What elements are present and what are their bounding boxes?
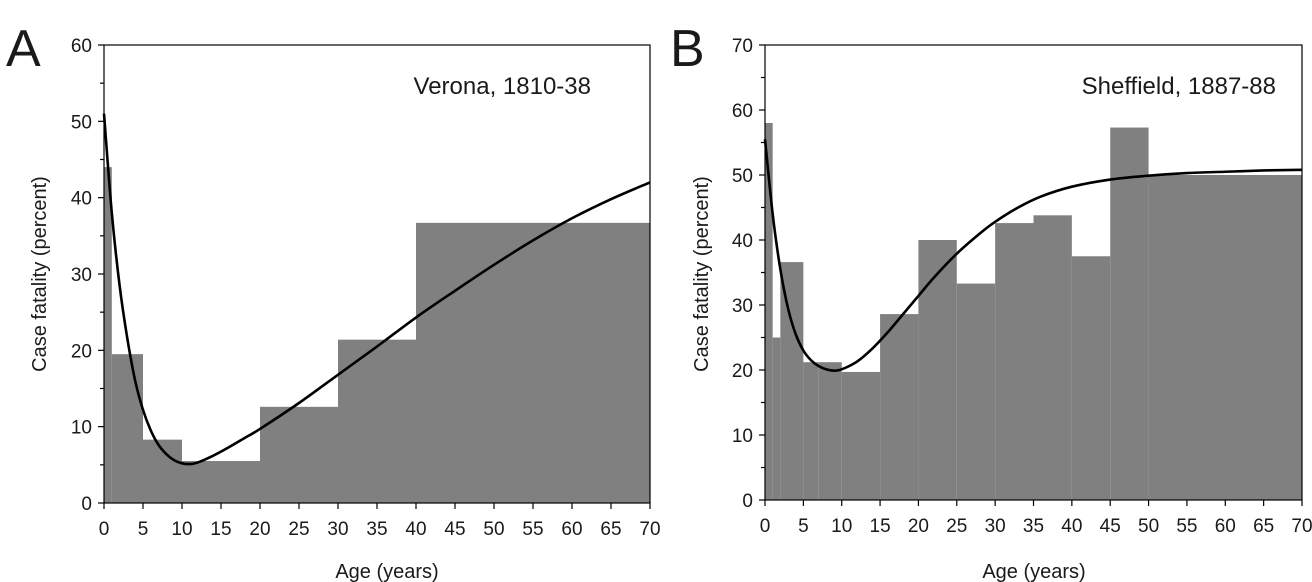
bar <box>780 262 804 500</box>
bar <box>104 167 112 503</box>
x-axis-title: Age (years) <box>982 561 1085 582</box>
y-tick-label: 20 <box>71 341 92 362</box>
bar <box>1071 256 1111 500</box>
bar <box>995 223 1034 500</box>
x-tick-label: 5 <box>138 519 149 540</box>
annotation: Verona, 1810-38 <box>414 73 591 100</box>
bars <box>765 123 1302 501</box>
bar <box>1148 175 1302 500</box>
y-tick-label: 40 <box>71 189 92 210</box>
bar <box>765 123 773 500</box>
y-tick-label: 10 <box>732 426 753 447</box>
x-tick-label: 30 <box>327 519 348 540</box>
bar <box>182 461 260 503</box>
x-tick-label: 5 <box>798 516 809 537</box>
x-tick-label: 55 <box>522 519 543 540</box>
x-tick-label: 10 <box>171 519 192 540</box>
y-axis-title: Case fatality (percent) <box>691 176 713 372</box>
x-tick-label: 30 <box>985 516 1006 537</box>
y-tick-label: 60 <box>732 101 753 122</box>
x-tick-label: 45 <box>444 519 465 540</box>
bars <box>104 167 650 503</box>
y-tick-label: 0 <box>81 494 92 515</box>
x-tick-label: 60 <box>561 519 582 540</box>
bar <box>416 222 650 503</box>
x-tick-label: 70 <box>1291 516 1312 537</box>
panel-label: A <box>6 20 41 78</box>
bar <box>338 339 416 503</box>
panel-label: B <box>670 20 705 78</box>
fitted-curve <box>102 113 651 466</box>
x-tick-label: 55 <box>1176 516 1197 537</box>
bar <box>803 362 819 500</box>
bar <box>1033 215 1072 501</box>
x-axis-title: Age (years) <box>335 561 438 582</box>
x-tick-label: 0 <box>760 516 771 537</box>
y-tick-label: 50 <box>732 166 753 187</box>
x-tick-label: 20 <box>908 516 929 537</box>
x-tick-label: 50 <box>1138 516 1159 537</box>
x-tick-label: 65 <box>1253 516 1274 537</box>
x-tick-label: 70 <box>639 519 660 540</box>
x-tick-label: 25 <box>946 516 967 537</box>
bar <box>956 283 996 500</box>
y-tick-label: 60 <box>71 36 92 57</box>
y-tick-label: 20 <box>732 361 753 382</box>
axis-ticks: 0 5 10 15 20 25 30 35 40 45 50 55 60 65 70 0 10 20 30 40 50 6… <box>71 36 661 540</box>
x-tick-label: 60 <box>1215 516 1236 537</box>
panel-b: B 0 5 10 15 20 25 30 35 40 45 50 55 60 65 70 0 10 20 30 40 5… <box>670 20 1312 582</box>
y-tick-label: 70 <box>732 36 753 57</box>
x-tick-label: 15 <box>210 519 231 540</box>
y-axis-title: Case fatality (percent) <box>29 176 51 372</box>
bar <box>111 354 143 503</box>
x-tick-label: 50 <box>483 519 504 540</box>
annotation: Sheffield, 1887-88 <box>1082 73 1276 100</box>
x-tick-label: 0 <box>99 519 110 540</box>
bar <box>260 406 338 503</box>
bar <box>841 371 881 500</box>
x-tick-label: 25 <box>288 519 309 540</box>
fitted-curve <box>763 139 1303 372</box>
y-tick-label: 30 <box>732 296 753 317</box>
bar <box>818 362 842 500</box>
y-tick-label: 10 <box>71 418 92 439</box>
y-tick-label: 30 <box>71 265 92 286</box>
bar <box>772 337 781 500</box>
x-tick-label: 40 <box>1061 516 1082 537</box>
x-tick-label: 65 <box>600 519 621 540</box>
panel-a: A 0 5 10 15 20 25 30 35 40 45 50 55 60 65 70 0 10 20 30 40 5… <box>6 20 661 582</box>
x-tick-label: 15 <box>870 516 891 537</box>
x-tick-label: 40 <box>405 519 426 540</box>
axis-ticks: 0 5 10 15 20 25 30 35 40 45 50 55 60 65 70 0 10 20 30 40 50 6… <box>732 36 1312 537</box>
bar <box>1110 127 1149 501</box>
y-tick-label: 40 <box>732 231 753 252</box>
x-tick-label: 35 <box>1023 516 1044 537</box>
x-tick-label: 10 <box>831 516 852 537</box>
y-tick-label: 0 <box>742 491 753 512</box>
x-tick-label: 45 <box>1100 516 1121 537</box>
bar <box>918 240 957 500</box>
bar <box>880 314 919 500</box>
y-tick-label: 50 <box>71 112 92 133</box>
x-tick-label: 20 <box>249 519 270 540</box>
x-tick-label: 35 <box>366 519 387 540</box>
